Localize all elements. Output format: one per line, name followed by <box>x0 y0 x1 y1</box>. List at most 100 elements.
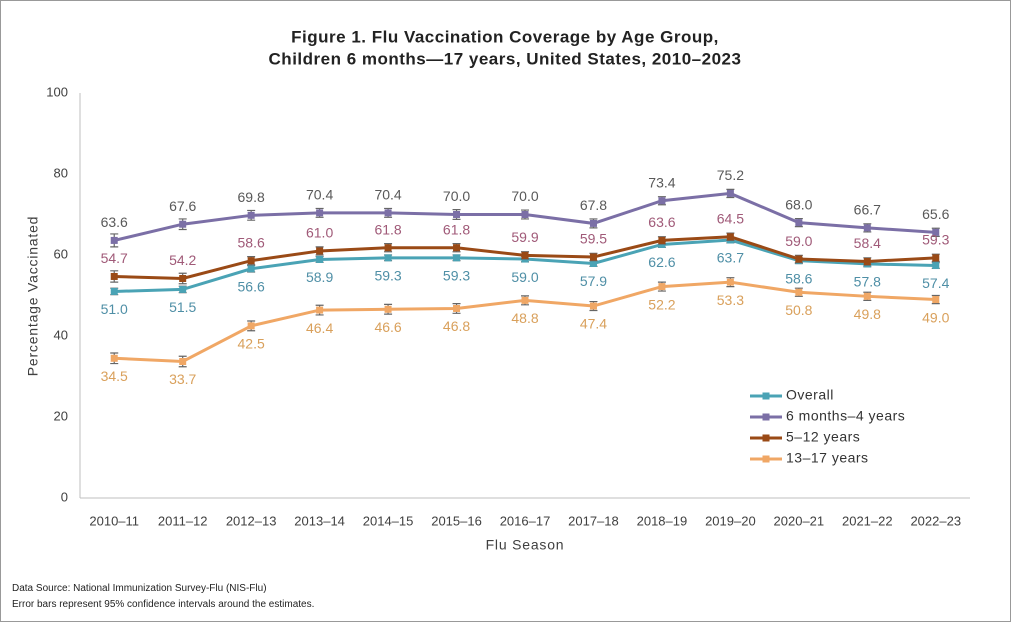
data-label: 50.8 <box>785 302 812 318</box>
x-tick-label: 2015–16 <box>431 513 482 528</box>
data-label: 68.0 <box>785 196 812 212</box>
point-marker <box>658 283 666 291</box>
point-marker <box>179 274 187 282</box>
point-marker <box>316 255 324 263</box>
data-label: 59.5 <box>580 231 607 247</box>
data-label: 54.7 <box>101 250 128 266</box>
point-marker <box>179 358 187 366</box>
chart-subtitle: Children 6 months—17 years, United State… <box>269 49 742 68</box>
data-label: 42.5 <box>238 336 265 352</box>
y-axis-title: Percentage Vaccinated <box>25 216 41 377</box>
point-marker <box>726 233 734 241</box>
point-marker <box>658 236 666 244</box>
data-label: 46.6 <box>374 319 401 335</box>
data-label: 46.8 <box>443 318 470 334</box>
point-marker <box>589 260 597 268</box>
data-label: 70.4 <box>306 187 333 203</box>
data-label: 70.4 <box>374 187 401 203</box>
data-label: 67.6 <box>169 198 196 214</box>
point-marker <box>384 254 392 262</box>
x-tick-label: 2022–23 <box>910 513 961 528</box>
legend-label: 13–17 years <box>786 450 869 466</box>
footnote: Error bars represent 95% confidence inte… <box>12 599 314 610</box>
x-tick-label: 2021–22 <box>842 513 893 528</box>
point-marker <box>658 197 666 205</box>
point-marker <box>932 296 940 304</box>
point-marker <box>453 304 461 312</box>
x-tick-label: 2014–15 <box>363 513 414 528</box>
data-label: 64.5 <box>717 210 744 226</box>
data-label: 58.9 <box>306 269 333 285</box>
point-marker <box>247 265 255 273</box>
point-marker <box>384 209 392 217</box>
point-marker <box>384 244 392 252</box>
y-tick-label: 20 <box>54 408 68 423</box>
point-marker <box>179 285 187 293</box>
legend-label: 5–12 years <box>786 429 860 445</box>
legend-marker <box>762 413 770 421</box>
point-marker <box>453 211 461 218</box>
point-marker <box>589 302 597 310</box>
point-marker <box>316 306 324 314</box>
data-label: 73.4 <box>648 174 675 190</box>
point-marker <box>726 278 734 286</box>
data-label: 62.6 <box>648 254 675 270</box>
data-label: 34.5 <box>101 368 128 384</box>
footnote: Data Source: National Immunization Surve… <box>12 583 267 594</box>
x-tick-label: 2012–13 <box>226 513 277 528</box>
point-marker <box>316 209 324 217</box>
point-marker <box>179 220 187 228</box>
y-tick-label: 0 <box>61 489 68 504</box>
point-marker <box>932 254 940 262</box>
point-marker <box>316 247 324 255</box>
point-marker <box>110 236 118 244</box>
data-label: 69.8 <box>238 189 265 205</box>
point-marker <box>521 251 529 259</box>
data-label: 61.8 <box>374 221 401 237</box>
legend-marker <box>762 455 770 463</box>
data-label: 66.7 <box>854 202 881 218</box>
point-marker <box>589 253 597 261</box>
data-label: 48.8 <box>511 310 538 326</box>
data-label: 53.3 <box>717 292 744 308</box>
data-label: 63.6 <box>101 214 128 230</box>
data-label: 33.7 <box>169 371 196 387</box>
legend-label: 6 months–4 years <box>786 408 905 424</box>
data-label: 59.3 <box>443 268 470 284</box>
point-marker <box>589 219 597 227</box>
data-label: 59.3 <box>922 232 949 248</box>
y-tick-label: 80 <box>54 165 68 180</box>
data-label: 58.6 <box>238 234 265 250</box>
point-marker <box>932 262 940 270</box>
data-label: 61.0 <box>306 225 333 241</box>
x-tick-label: 2020–21 <box>774 513 825 528</box>
legend-marker <box>762 434 770 442</box>
data-label: 67.8 <box>580 197 607 213</box>
x-tick-label: 2018–19 <box>637 513 688 528</box>
y-tick-label: 40 <box>54 327 68 342</box>
point-marker <box>863 224 871 232</box>
x-tick-label: 2019–20 <box>705 513 756 528</box>
data-label: 63.7 <box>717 250 744 266</box>
data-label: 65.6 <box>922 206 949 222</box>
data-label: 56.6 <box>238 278 265 294</box>
data-label: 57.9 <box>580 273 607 289</box>
point-marker <box>863 257 871 265</box>
point-marker <box>247 211 255 219</box>
data-label: 49.0 <box>922 309 949 325</box>
x-tick-label: 2010–11 <box>89 513 139 528</box>
point-marker <box>110 287 118 295</box>
x-tick-label: 2011–12 <box>158 513 208 528</box>
data-label: 54.2 <box>169 252 196 268</box>
point-marker <box>932 228 940 236</box>
data-label: 59.0 <box>785 233 812 249</box>
point-marker <box>453 254 461 262</box>
x-tick-label: 2017–18 <box>568 513 619 528</box>
data-label: 57.4 <box>922 275 949 291</box>
data-label: 70.0 <box>511 188 538 204</box>
data-label: 59.9 <box>511 229 538 245</box>
point-marker <box>110 354 118 362</box>
x-tick-label: 2013–14 <box>294 513 345 528</box>
data-label: 47.4 <box>580 316 607 332</box>
